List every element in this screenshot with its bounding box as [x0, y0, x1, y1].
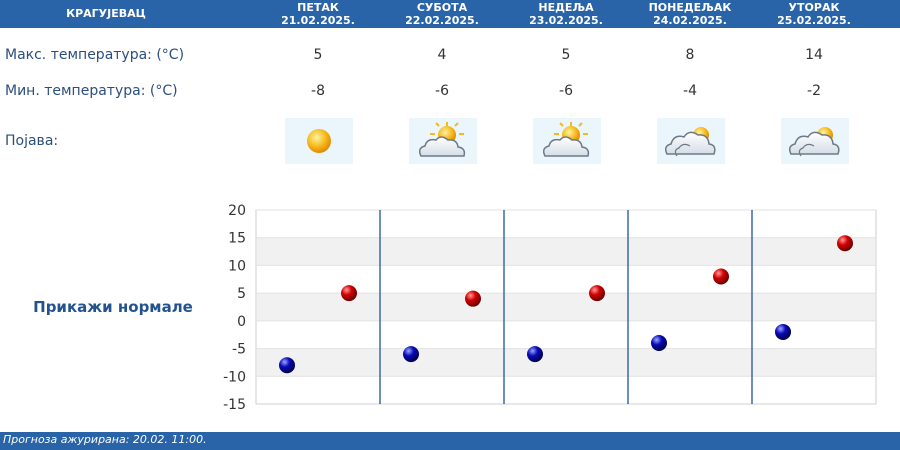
y-tick-label: 0: [237, 314, 246, 330]
grid-band: [257, 348, 875, 377]
max-temp-value: 14: [805, 47, 823, 63]
min-temp-value: -4: [683, 83, 697, 99]
max-temp-value: 5: [313, 47, 323, 63]
sun-cloud-icon: [409, 118, 477, 164]
day-header-2: СУБОТА 22.02.2025.: [380, 0, 504, 27]
forecast-updated-text: Прогноза ажурирана: 20.02. 11:00.: [3, 433, 207, 446]
cloud-sun-icon: [657, 118, 725, 164]
phenomenon-label: Појава:: [5, 133, 59, 149]
min-temp-point: [651, 335, 667, 352]
min-temp-point: [527, 346, 543, 363]
min-temp-value: -2: [807, 83, 821, 99]
day-name: ПЕТАК: [297, 1, 339, 14]
day-date: 25.02.2025.: [777, 14, 851, 27]
day-date: 21.02.2025.: [281, 14, 355, 27]
y-tick-label: 20: [228, 203, 246, 219]
min-temp-point: [775, 323, 791, 340]
day-name: УТОРАК: [788, 1, 840, 14]
min-temp-value: -6: [435, 83, 449, 99]
max-temp-value: 4: [437, 47, 447, 63]
cloud-sun-icon: [781, 118, 849, 164]
min-temp-label: Мин. температура: (°C): [5, 83, 178, 99]
day-date: 24.02.2025.: [653, 14, 727, 27]
day-date: 22.02.2025.: [405, 14, 479, 27]
y-tick-label: -10: [223, 369, 246, 385]
max-temp-point: [713, 268, 729, 285]
max-temp-value: 8: [685, 47, 695, 63]
sun-icon: [285, 118, 353, 164]
min-temp-value: -6: [559, 83, 573, 99]
y-tick-label: -15: [223, 397, 246, 413]
min-temp-value: -8: [311, 83, 325, 99]
max-temp-point: [465, 290, 481, 307]
sun-cloud-icon: [533, 118, 601, 164]
max-temp-point: [837, 235, 853, 252]
day-header-4: ПОНЕДЕЉАК 24.02.2025.: [628, 0, 752, 27]
day-name: НЕДЕЉА: [538, 1, 594, 14]
max-temp-label: Макс. температура: (°C): [5, 47, 185, 63]
day-header-1: ПЕТАК 21.02.2025.: [256, 0, 380, 27]
forecast-header: КРАГУЈЕВАЦ ПЕТАК 21.02.2025. СУБОТА 22.0…: [0, 0, 900, 28]
day-name: СУБОТА: [416, 1, 468, 14]
min-temp-point: [279, 357, 295, 374]
max-temp-point: [341, 285, 357, 302]
grid-band: [257, 237, 875, 266]
city-name: КРАГУЈЕВАЦ: [66, 7, 146, 20]
min-temp-point: [403, 346, 419, 363]
day-header-5: УТОРАК 25.02.2025.: [752, 0, 876, 27]
max-temp-value: 5: [561, 47, 571, 63]
y-tick-label: -5: [232, 342, 246, 358]
y-tick-label: 10: [228, 258, 246, 274]
day-name: ПОНЕДЕЉАК: [648, 1, 732, 14]
footer-bar: Прогноза ажурирана: 20.02. 11:00.: [0, 432, 900, 450]
day-header-3: НЕДЕЉА 23.02.2025.: [504, 0, 628, 27]
day-date: 23.02.2025.: [529, 14, 603, 27]
max-temp-point: [589, 285, 605, 302]
y-tick-label: 15: [228, 231, 246, 247]
y-tick-label: 5: [237, 286, 246, 302]
show-normals-link[interactable]: Прикажи нормале: [33, 298, 193, 316]
grid-band: [257, 293, 875, 321]
